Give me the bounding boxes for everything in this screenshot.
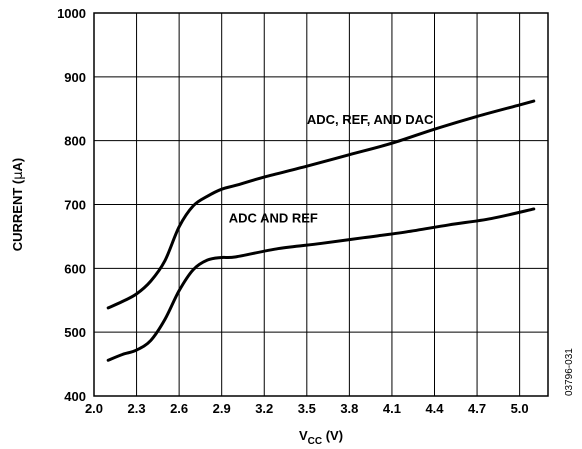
- x-tick-label: 2.6: [170, 401, 188, 416]
- series-label-adc-ref: ADC AND REF: [229, 210, 318, 225]
- x-tick-label: 2.9: [213, 401, 231, 416]
- figure-id-label: 03796-031: [564, 348, 575, 396]
- series-line-adc-ref: [106, 207, 536, 362]
- x-tick-labels: 2.0 2.3 2.6 2.9 3.2 3.5 3.8 4.1 4.4 4.7 5.0: [85, 401, 529, 416]
- x-tick-label: 3.8: [340, 401, 358, 416]
- y-tick-label: 600: [64, 261, 86, 276]
- x-tick-label: 2.0: [85, 401, 103, 416]
- x-axis-title: VCC (V): [299, 428, 343, 447]
- x-tick-label: 4.7: [468, 401, 486, 416]
- y-tick-labels: 400 500 600 700 800 900 1000: [57, 6, 86, 404]
- y-tick-label: 1000: [57, 6, 86, 21]
- y-tick-label: 700: [64, 198, 86, 213]
- y-tick-label: 800: [64, 134, 86, 149]
- plot-frame: [93, 12, 549, 397]
- series-lines: [106, 99, 536, 362]
- x-tick-label: 2.3: [128, 401, 146, 416]
- series-line-adc-ref-dac: [106, 99, 536, 310]
- x-tick-label: 3.2: [255, 401, 273, 416]
- y-axis-title: CURRENT (μA): [10, 158, 26, 252]
- y-tick-label: 400: [64, 389, 86, 404]
- x-tick-label: 3.5: [298, 401, 316, 416]
- y-tick-label: 500: [64, 325, 86, 340]
- y-tick-label: 900: [64, 70, 86, 85]
- grid-lines: [93, 12, 548, 397]
- x-tick-label: 5.0: [511, 401, 529, 416]
- x-tick-label: 4.4: [425, 401, 444, 416]
- series-label-adc-ref-dac: ADC, REF, AND DAC: [307, 112, 434, 127]
- x-tick-label: 4.1: [383, 401, 401, 416]
